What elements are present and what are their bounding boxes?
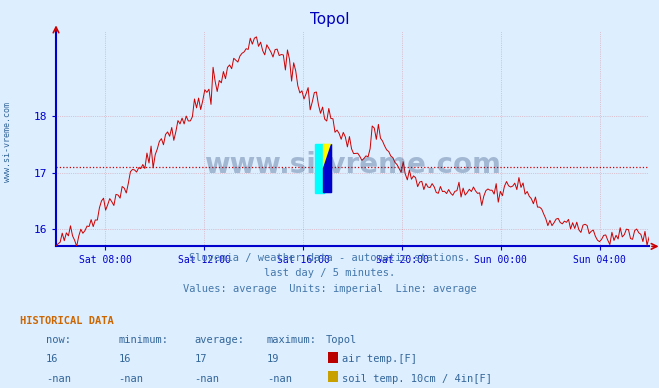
Text: minimum:: minimum: — [119, 335, 169, 345]
Text: 17: 17 — [194, 354, 207, 364]
Text: 19: 19 — [267, 354, 279, 364]
Polygon shape — [324, 144, 331, 192]
Text: Topol: Topol — [310, 12, 349, 28]
Text: -nan: -nan — [267, 374, 292, 384]
Text: average:: average: — [194, 335, 244, 345]
Text: www.si-vreme.com: www.si-vreme.com — [204, 151, 501, 178]
Text: www.si-vreme.com: www.si-vreme.com — [3, 102, 13, 182]
Text: -nan: -nan — [194, 374, 219, 384]
Text: Topol: Topol — [326, 335, 357, 345]
Text: Values: average  Units: imperial  Line: average: Values: average Units: imperial Line: av… — [183, 284, 476, 294]
Text: Slovenia / weather data - automatic stations.: Slovenia / weather data - automatic stat… — [189, 253, 470, 263]
Text: 16: 16 — [119, 354, 131, 364]
Text: air temp.[F]: air temp.[F] — [342, 354, 417, 364]
Text: maximum:: maximum: — [267, 335, 317, 345]
Text: last day / 5 minutes.: last day / 5 minutes. — [264, 268, 395, 279]
Text: -nan: -nan — [119, 374, 144, 384]
Text: -nan: -nan — [46, 374, 71, 384]
Text: 16: 16 — [46, 354, 59, 364]
Text: now:: now: — [46, 335, 71, 345]
Text: soil temp. 10cm / 4in[F]: soil temp. 10cm / 4in[F] — [342, 374, 492, 384]
Text: HISTORICAL DATA: HISTORICAL DATA — [20, 316, 113, 326]
Polygon shape — [316, 144, 324, 192]
Polygon shape — [324, 144, 331, 168]
